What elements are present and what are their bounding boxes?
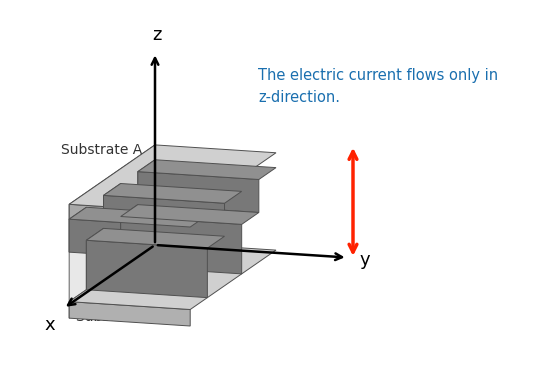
Polygon shape bbox=[104, 184, 242, 203]
Polygon shape bbox=[86, 240, 208, 297]
Polygon shape bbox=[138, 172, 259, 212]
Polygon shape bbox=[69, 242, 276, 310]
Text: Substrate A: Substrate A bbox=[61, 143, 143, 157]
Polygon shape bbox=[104, 195, 224, 236]
Polygon shape bbox=[69, 160, 155, 301]
Polygon shape bbox=[104, 184, 121, 228]
Polygon shape bbox=[138, 160, 276, 180]
Polygon shape bbox=[121, 205, 259, 224]
Polygon shape bbox=[69, 145, 276, 212]
Polygon shape bbox=[86, 228, 104, 290]
Polygon shape bbox=[69, 207, 208, 227]
Polygon shape bbox=[69, 301, 190, 326]
Polygon shape bbox=[69, 219, 190, 310]
Text: z: z bbox=[152, 27, 162, 45]
Polygon shape bbox=[121, 205, 138, 266]
Polygon shape bbox=[69, 204, 190, 227]
Text: y: y bbox=[359, 250, 370, 269]
Polygon shape bbox=[86, 228, 224, 248]
Polygon shape bbox=[121, 216, 242, 274]
Polygon shape bbox=[138, 160, 155, 205]
Polygon shape bbox=[69, 207, 86, 252]
Polygon shape bbox=[69, 242, 155, 318]
Polygon shape bbox=[69, 219, 190, 260]
Polygon shape bbox=[69, 145, 155, 219]
Text: Substrate B: Substrate B bbox=[76, 310, 158, 324]
Text: x: x bbox=[45, 316, 55, 334]
Text: The electric current flows only in
z-direction.: The electric current flows only in z-dir… bbox=[258, 68, 498, 105]
